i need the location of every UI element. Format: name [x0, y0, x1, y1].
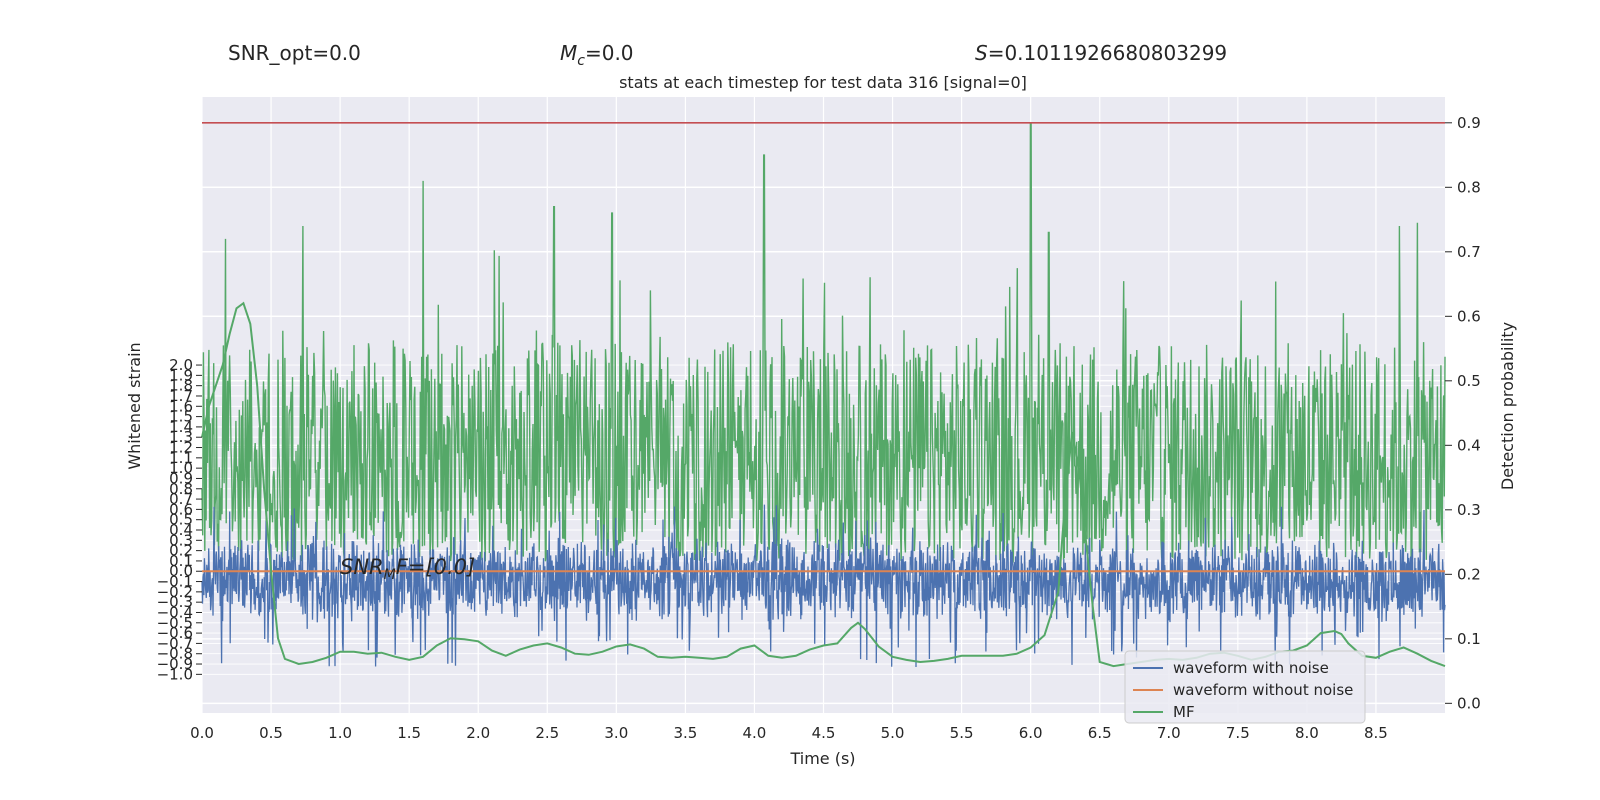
- left-tick-label: 1.6: [169, 397, 193, 415]
- x-tick-label: 5.5: [950, 724, 974, 742]
- left-tick-label: −0.8: [157, 645, 193, 663]
- right-tick-label: 0.2: [1457, 565, 1481, 583]
- waveform-with-noise-line: [201, 504, 1446, 668]
- left-tick-label: 2.0: [169, 356, 193, 374]
- right-axis-label: Detection probability: [1498, 322, 1517, 490]
- legend-label: waveform with noise: [1173, 659, 1329, 677]
- left-tick-label: 1.5: [169, 408, 193, 426]
- left-tick-label: −0.1: [157, 573, 193, 591]
- left-tick-label: 1.8: [169, 377, 193, 395]
- left-tick-label: 0.9: [169, 469, 193, 487]
- x-tick-label: 2.0: [466, 724, 490, 742]
- legend-label: MF: [1173, 703, 1195, 721]
- left-tick-label: 1.3: [169, 428, 193, 446]
- right-tick-label: 0.7: [1457, 243, 1481, 261]
- x-tick-label: 5.0: [881, 724, 905, 742]
- left-tick-label: 1.4: [169, 418, 193, 436]
- left-tick-label: −0.5: [157, 614, 193, 632]
- left-tick-label: 0.8: [169, 480, 193, 498]
- right-tick-label: 0.6: [1457, 307, 1481, 325]
- x-tick-label: 3.0: [604, 724, 628, 742]
- left-tick-label: 1.9: [169, 366, 193, 384]
- right-tick-label: 0.0: [1457, 694, 1481, 712]
- left-axis-label: Whitened strain: [125, 342, 144, 469]
- x-tick-label: 8.5: [1364, 724, 1388, 742]
- left-tick-label: −1.0: [157, 665, 193, 683]
- x-tick-label: 0.5: [259, 724, 283, 742]
- x-ticks: 0.0 0.5 1.0 1.5 2.0 2.5 3.0 3.5 4.0 4.5 5.0 5.5 6.0 6…: [190, 724, 1388, 742]
- x-tick-label: 0.0: [190, 724, 214, 742]
- left-tick-label: −0.9: [157, 655, 193, 673]
- series-detection-probability: [201, 122, 1446, 564]
- x-tick-label: 2.5: [535, 724, 559, 742]
- left-tick-label: −0.2: [157, 583, 193, 601]
- x-tick-label: 6.5: [1088, 724, 1112, 742]
- right-tick-label: 0.3: [1457, 501, 1481, 519]
- right-tick-label: 0.8: [1457, 178, 1481, 196]
- series-waveform-with-noise: [201, 504, 1446, 668]
- left-tick-label: 0.3: [169, 531, 193, 549]
- snr-opt-label: SNR_opt=0.0: [228, 41, 361, 65]
- left-tick-label: 1.1: [169, 449, 193, 467]
- left-tick-label: 0.0: [169, 562, 193, 580]
- x-tick-label: 3.5: [673, 724, 697, 742]
- left-tick-label: 0.1: [169, 552, 193, 570]
- x-tick-label: 4.0: [743, 724, 767, 742]
- x-tick-label: 7.0: [1157, 724, 1181, 742]
- left-tick-label: 0.5: [169, 511, 193, 529]
- left-tick-label: 0.2: [169, 542, 193, 560]
- left-tick-label: −0.6: [157, 624, 193, 642]
- x-tick-label: 7.5: [1226, 724, 1250, 742]
- detection-probability-line: [201, 122, 1446, 564]
- right-tick-label: 0.5: [1457, 372, 1481, 390]
- x-tick-label: 1.0: [328, 724, 352, 742]
- legend-box: [1124, 650, 1366, 724]
- left-tick-label: −0.4: [157, 603, 193, 621]
- chirp-mass-label: Mc=0.0: [560, 41, 634, 69]
- left-tick-label: −0.3: [157, 593, 193, 611]
- right-tick-label: 0.4: [1457, 436, 1481, 454]
- right-ticks: 0.9 0.8 0.7 0.6 0.5 0.4 0.3 0.2 0.1 0.0: [1445, 114, 1481, 712]
- right-tick-label: 0.1: [1457, 630, 1481, 648]
- chart-title: stats at each timestep for test data 316…: [619, 73, 1027, 92]
- x-tick-label: 8.0: [1295, 724, 1319, 742]
- left-tick-label: 0.4: [169, 521, 193, 539]
- x-axis-label: Time (s): [789, 749, 855, 768]
- left-tick-label: 1.0: [169, 459, 193, 477]
- left-tick-label: −0.7: [157, 634, 193, 652]
- legend: waveform with noise waveform without nois…: [1124, 650, 1366, 724]
- left-tick-label: 1.7: [169, 387, 193, 405]
- right-tick-label: 0.9: [1457, 114, 1481, 132]
- left-tick-label: 1.2: [169, 439, 193, 457]
- x-tick-label: 6.0: [1019, 724, 1043, 742]
- snr-mf-annotation: SNRMF=[0.0]: [340, 555, 475, 583]
- left-tick-label: 0.6: [169, 500, 193, 518]
- legend-label: waveform without noise: [1173, 681, 1353, 699]
- left-tick-label: 0.7: [169, 490, 193, 508]
- score-label: S=0.1011926680803299: [975, 41, 1227, 65]
- x-tick-label: 1.5: [397, 724, 421, 742]
- left-ticks: 2.01.91.81.71.61.51.41.31.21.11.00.90.80…: [157, 356, 202, 683]
- x-tick-label: 4.5: [812, 724, 836, 742]
